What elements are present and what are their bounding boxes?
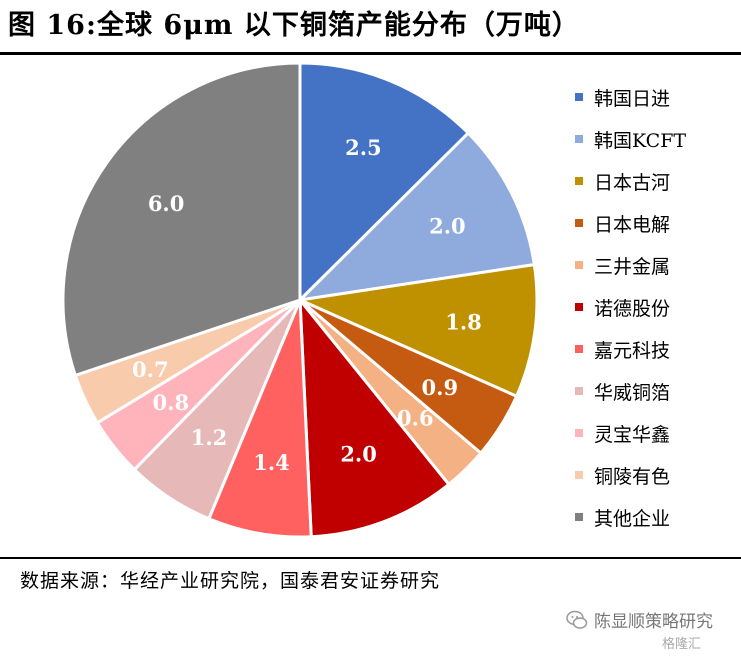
legend-item: 韩国KCFT — [575, 118, 686, 160]
pie-chart: 2.5 2.0 1.8 0.9 0.6 2.0 1.4 1.20.8 0.7 6.0 — [61, 61, 539, 539]
legend-label: 日本古河 — [594, 171, 671, 194]
legend-swatch — [575, 429, 583, 437]
legend-item: 铜陵有色 — [575, 454, 686, 496]
data-label-2: 2.0 — [429, 213, 466, 238]
title-rule — [0, 52, 741, 55]
chart-title: 图 16:全球 6μm 以下铜箔产能分布（万吨） — [8, 10, 580, 41]
watermark-corner: 格隆汇 — [662, 637, 702, 652]
legend-label: 铜陵有色 — [594, 465, 671, 488]
legend-item: 三井金属 — [575, 244, 686, 286]
legend-swatch — [575, 177, 583, 185]
chart-legend: 韩国日进韩国KCFT 日本古河日本电解三井金属诺德股份嘉元科技华威铜箔灵宝华鑫铜陵… — [575, 76, 686, 538]
data-label-10: 0.7 — [132, 357, 169, 382]
data-label-7: 1.4 — [253, 450, 290, 475]
legend-label: 华威铜箔 — [594, 381, 671, 404]
source-rule — [0, 557, 741, 559]
pie-slices — [61, 61, 539, 539]
watermark-account: 陈显顺策略研究 — [594, 612, 713, 632]
data-label-6: 2.0 — [340, 442, 377, 467]
legend-item: 日本古河 — [575, 160, 686, 202]
legend-swatch — [575, 93, 583, 101]
data-label-11: 6.0 — [148, 191, 185, 216]
data-label-3: 1.8 — [445, 310, 482, 335]
legend-item: 其他企业 — [575, 496, 686, 538]
data-label-5: 0.6 — [397, 406, 434, 431]
legend-item: 灵宝华鑫 — [575, 412, 686, 454]
legend-item: 诺德股份 — [575, 286, 686, 328]
legend-item: 嘉元科技 — [575, 328, 686, 370]
legend-swatch — [575, 345, 583, 353]
legend-label: 嘉元科技 — [594, 339, 671, 362]
legend-label: 灵宝华鑫 — [594, 423, 671, 446]
legend-item: 韩国日进 — [575, 76, 686, 118]
legend-swatch — [575, 387, 583, 395]
legend-label: 诺德股份 — [594, 297, 671, 320]
legend-label: 韩国KCFT — [594, 129, 687, 152]
pie-slice-2 — [295, 130, 537, 303]
wechat-icon — [566, 610, 588, 629]
legend-swatch — [575, 219, 583, 227]
pie-slice-1 — [298, 61, 471, 304]
legend-swatch — [575, 471, 583, 479]
data-label-4: 0.9 — [422, 375, 459, 400]
pie-data-labels: 2.5 2.0 1.8 0.9 0.6 2.0 1.4 1.20.8 0.7 6.0 — [132, 135, 482, 475]
legend-swatch — [575, 513, 583, 521]
legend-swatch — [575, 261, 583, 269]
data-label-1: 2.5 — [345, 135, 382, 160]
legend-label: 日本电解 — [594, 213, 671, 236]
pie-slice-11 — [61, 61, 302, 378]
legend-item: 华威铜箔 — [575, 370, 686, 412]
legend-item: 日本电解 — [575, 202, 686, 244]
data-label-8: 1.2 — [191, 425, 228, 450]
source-note: 数据来源：华经产业研究院，国泰君安证券研究 — [20, 570, 441, 592]
data-label-9: 0.8 — [153, 390, 190, 415]
legend-swatch — [575, 303, 583, 311]
legend-label: 三井金属 — [594, 255, 671, 278]
pie-slice-3 — [294, 262, 539, 399]
legend-label: 其他企业 — [594, 507, 671, 530]
legend-swatch — [575, 135, 583, 143]
legend-label: 韩国日进 — [594, 87, 671, 110]
watermark: 陈显顺策略研究 — [566, 607, 713, 632]
pie-slice-7 — [206, 299, 313, 539]
pie-slice-6 — [298, 295, 451, 539]
